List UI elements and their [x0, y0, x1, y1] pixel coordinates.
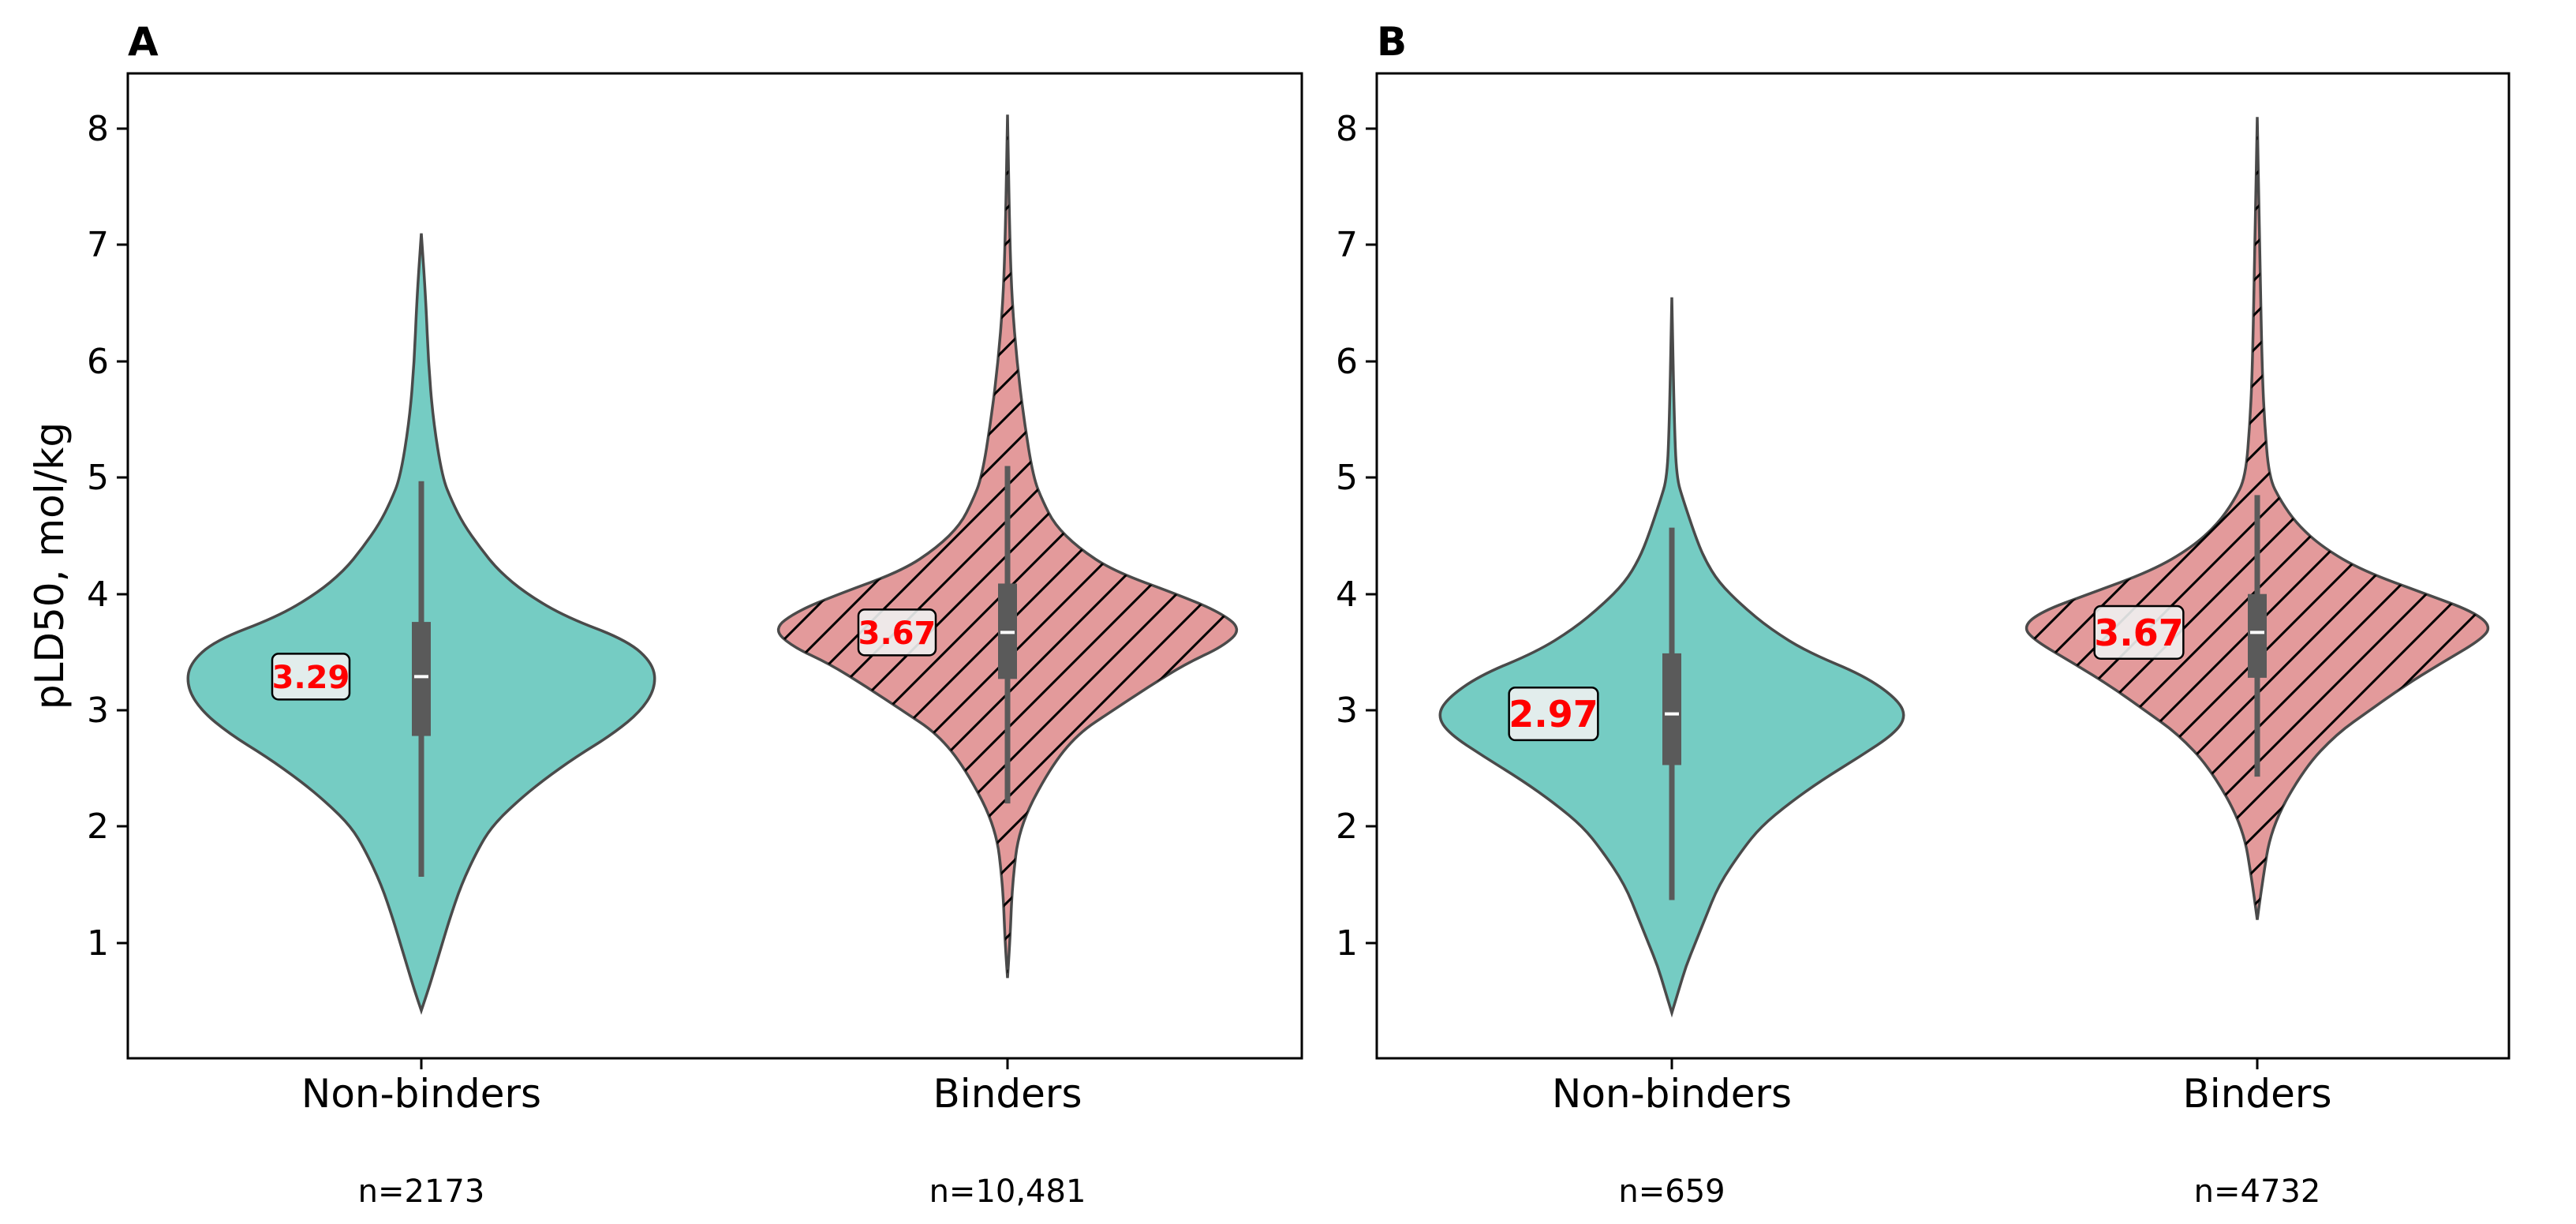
y-tick-a-5: 5 [87, 458, 128, 498]
median-label-binders-b: 3.67 [2094, 612, 2184, 654]
x-tick-a-1: Binders n=10,481 [929, 1058, 1086, 1210]
median-label-non-binders-a: 3.29 [272, 660, 350, 696]
y-tick-b-4: 4 [1336, 575, 1377, 615]
violin-group-a-0: 3.29 [186, 233, 656, 1015]
y-axis-label: pLD50, mol/kg [27, 422, 73, 709]
y-tick-a-1: 1 [87, 923, 128, 964]
svg-text:5: 5 [1336, 458, 1358, 498]
n-label-non-binders-a: n=2173 [358, 1173, 485, 1210]
svg-text:3: 3 [1336, 691, 1358, 731]
panel-label-a: A [128, 19, 159, 65]
y-tick-a-4: 4 [87, 575, 128, 615]
y-tick-b-1: 1 [1336, 923, 1377, 964]
iqr-box-binders-b [2248, 593, 2267, 678]
violin-group-b-0: 2.97 [1438, 297, 1905, 1018]
panel-b: B 1 2 3 4 5 6 7 8 Non-binders n=659 Bind… [1336, 19, 2511, 1210]
plot-frame-a [126, 72, 1303, 1060]
median-label-box-non-binders-a [271, 653, 351, 701]
category-label-binders-a: Binders [933, 1071, 1082, 1117]
svg-text:7: 7 [1336, 225, 1358, 265]
svg-text:7: 7 [87, 225, 109, 265]
iqr-box-non-binders-b [1662, 653, 1681, 765]
y-tick-b-5: 5 [1336, 458, 1377, 498]
y-axis-b: 1 2 3 4 5 6 7 8 [1336, 109, 1377, 964]
svg-text:3: 3 [87, 691, 109, 731]
y-tick-b-6: 6 [1336, 342, 1377, 382]
y-axis-a: 1 2 3 4 5 6 7 8 [87, 109, 128, 964]
svg-text:2: 2 [87, 807, 109, 847]
category-label-non-binders-a: Non-binders [301, 1071, 541, 1117]
svg-text:6: 6 [1336, 342, 1358, 382]
x-tick-a-0: Non-binders n=2173 [301, 1058, 541, 1210]
svg-text:4: 4 [87, 575, 109, 615]
n-label-binders-a: n=10,481 [929, 1173, 1086, 1210]
median-label-box-binders-a [857, 608, 937, 657]
violin-group-b-1: 3.67 [2025, 117, 2490, 920]
panel-a: A pLD50, mol/kg 1 2 3 4 5 6 7 8 Non-bind… [27, 19, 1303, 1210]
y-tick-a-6: 6 [87, 342, 128, 382]
y-tick-b-3: 3 [1336, 691, 1377, 731]
violin-group-a-1: 3.67 [776, 114, 1239, 979]
y-tick-a-3: 3 [87, 691, 128, 731]
category-label-non-binders-b: Non-binders [1552, 1071, 1792, 1117]
x-tick-b-1: Binders n=4732 [2183, 1058, 2332, 1210]
y-tick-b-2: 2 [1336, 807, 1377, 847]
median-label-box-non-binders-b [1508, 686, 1599, 742]
svg-text:1: 1 [1336, 923, 1358, 964]
n-label-binders-b: n=4732 [2194, 1173, 2321, 1210]
median-label-box-binders-b [2093, 605, 2185, 660]
y-tick-a-7: 7 [87, 225, 128, 265]
median-label-binders-a: 3.67 [858, 616, 937, 652]
median-label-non-binders-b: 2.97 [1509, 693, 1598, 736]
plot-frame-b [1375, 72, 2511, 1060]
n-label-non-binders-b: n=659 [1618, 1173, 1725, 1210]
category-label-binders-b: Binders [2183, 1071, 2332, 1117]
x-tick-b-0: Non-binders n=659 [1552, 1058, 1792, 1210]
svg-text:1: 1 [87, 923, 109, 964]
y-tick-b-8: 8 [1336, 109, 1377, 149]
svg-text:5: 5 [87, 458, 109, 498]
svg-text:8: 8 [87, 109, 109, 149]
iqr-box-non-binders-a [412, 622, 431, 736]
panel-label-b: B [1377, 19, 1407, 65]
y-tick-a-2: 2 [87, 807, 128, 847]
svg-text:8: 8 [1336, 109, 1358, 149]
y-tick-a-8: 8 [87, 109, 128, 149]
svg-text:2: 2 [1336, 807, 1358, 847]
svg-text:6: 6 [87, 342, 109, 382]
svg-text:4: 4 [1336, 575, 1358, 615]
y-tick-b-7: 7 [1336, 225, 1377, 265]
